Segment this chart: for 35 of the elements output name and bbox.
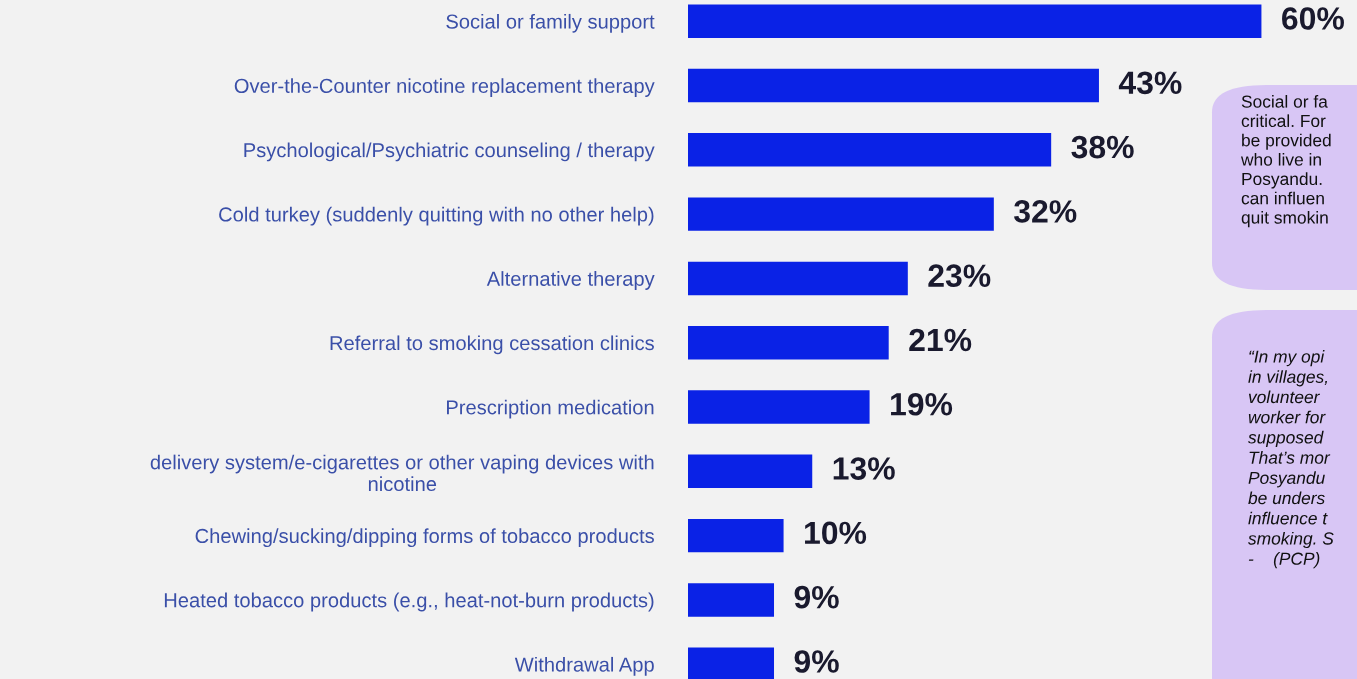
y-tick-label: Psychological/Psychiatric counseling / therapy bbox=[244, 142, 655, 162]
y-tick-label: Chewing/sucking/dipping forms of tobacco products bbox=[195, 528, 654, 548]
bar bbox=[688, 68, 1099, 103]
data-label: 60% bbox=[1282, 7, 1344, 30]
data-label: 9% bbox=[794, 585, 839, 609]
bar bbox=[688, 326, 889, 360]
bar bbox=[688, 390, 870, 424]
bar bbox=[688, 518, 784, 553]
data-label: 13% bbox=[833, 457, 895, 480]
data-label: 23% bbox=[928, 264, 991, 288]
bar bbox=[688, 4, 1262, 38]
data-label: 10% bbox=[805, 521, 867, 545]
y-tick-label: Withdrawal App bbox=[514, 656, 654, 676]
data-label: 21% bbox=[909, 328, 972, 352]
bar bbox=[688, 133, 1052, 167]
bar bbox=[688, 197, 994, 231]
data-label: 43% bbox=[1118, 71, 1182, 95]
y-tick-label: Alternative therapy bbox=[486, 271, 655, 290]
data-label: 32% bbox=[1014, 200, 1077, 223]
y-tick-label: Heated tobacco products (e.g., heat-not-burn products) bbox=[164, 592, 654, 612]
y-tick-label: Cold turkey (suddenly quitting with no other help) bbox=[219, 206, 654, 226]
bar bbox=[688, 647, 775, 679]
bar bbox=[688, 261, 908, 296]
y-tick-label: Social or family support bbox=[446, 13, 655, 33]
bar bbox=[688, 454, 813, 489]
data-label: 38% bbox=[1071, 135, 1134, 159]
y-tick-label: Referral to smoking cessation clinics bbox=[330, 335, 654, 355]
annotation: Social or fa critical. For be provided who live in Posyandu. can influen quit smokin bbox=[1240, 95, 1331, 228]
y-tick-label: delivery system/e-cigarettes or other vaping devices with nicotine bbox=[150, 454, 654, 492]
y-tick-label: Over-the-Counter nicotine replacement therapy bbox=[234, 78, 655, 97]
y-tick-label: Prescription medication bbox=[447, 399, 654, 419]
text: “In my opi in villages, volunteer worker for supposed That’s mor Posyandu be unders influence t smoking. S - (PCP) bbox=[1248, 350, 1334, 569]
bar bbox=[688, 583, 775, 617]
data-label: 19% bbox=[891, 392, 953, 416]
data-label: 9% bbox=[794, 650, 839, 673]
